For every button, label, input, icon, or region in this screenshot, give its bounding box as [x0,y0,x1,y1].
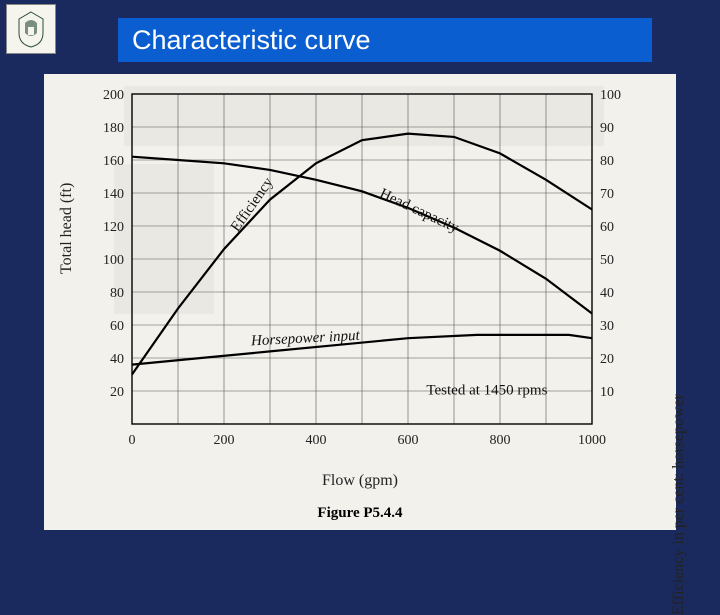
slide-title-bar: Characteristic curve [118,18,652,62]
svg-text:400: 400 [306,433,327,448]
slide-title: Characteristic curve [132,25,371,56]
svg-text:40: 40 [110,352,124,367]
figure-caption: Figure P5.4.4 [44,505,676,522]
svg-text:0: 0 [129,433,136,448]
svg-text:70: 70 [600,187,614,202]
x-axis-label: Flow (gpm) [44,472,676,490]
svg-text:100: 100 [600,88,621,103]
svg-text:10: 10 [600,385,614,400]
university-logo [6,4,56,54]
figure-caption-text: Figure P5.4.4 [317,505,402,521]
svg-text:Head capacity: Head capacity [377,186,462,237]
svg-text:30: 30 [600,319,614,334]
svg-text:800: 800 [490,433,511,448]
svg-text:40: 40 [600,286,614,301]
svg-text:60: 60 [110,319,124,334]
svg-text:20: 20 [600,352,614,367]
svg-text:1000: 1000 [578,433,606,448]
svg-text:50: 50 [600,253,614,268]
svg-text:200: 200 [214,433,235,448]
svg-text:Horsepower input: Horsepower input [250,328,361,350]
svg-text:Tested at 1450 rpms: Tested at 1450 rpms [426,382,547,398]
svg-text:180: 180 [103,121,124,136]
svg-text:80: 80 [600,154,614,169]
svg-text:90: 90 [600,121,614,136]
svg-text:160: 160 [103,154,124,169]
svg-text:600: 600 [398,433,419,448]
svg-text:200: 200 [103,88,124,103]
svg-text:100: 100 [103,253,124,268]
svg-text:120: 120 [103,220,124,235]
characteristic-curve-chart: 20 40 60 80 100 120 140 160 180 200 10 20 30 40 50 60 70… [44,74,676,530]
svg-text:140: 140 [103,187,124,202]
chart-panel: 20 40 60 80 100 120 140 160 180 200 10 20 30 40 50 60 70… [44,74,676,530]
svg-text:20: 20 [110,385,124,400]
svg-text:80: 80 [110,286,124,301]
y-left-axis-label: Total head (ft) [58,183,76,274]
svg-text:60: 60 [600,220,614,235]
